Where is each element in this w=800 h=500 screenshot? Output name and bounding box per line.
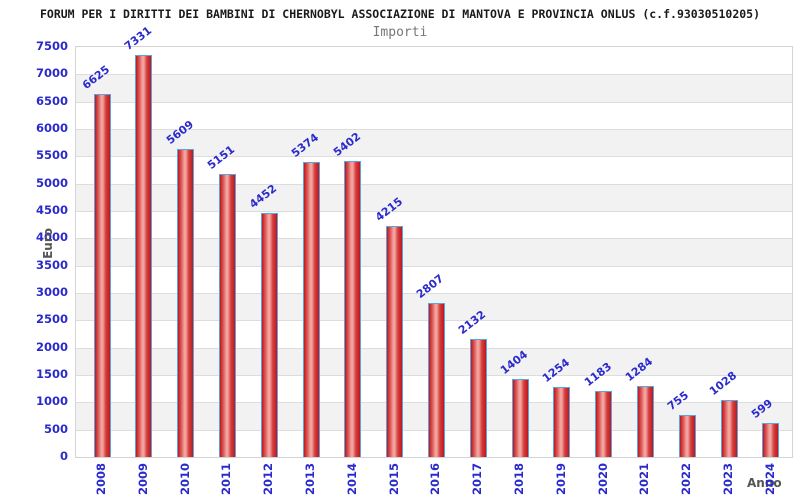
y-tick-label: 5500 — [35, 148, 68, 163]
x-tick-label: 2019 — [553, 463, 568, 496]
plot-band — [76, 47, 792, 75]
x-tick-label: 2010 — [177, 463, 192, 496]
y-tick-label: 6000 — [35, 121, 68, 135]
bar-2019 — [553, 387, 571, 457]
gridline — [76, 101, 792, 103]
y-tick-label: 4000 — [35, 230, 68, 245]
bar-2010 — [177, 149, 195, 457]
plot-band — [76, 129, 792, 157]
gridline — [76, 183, 792, 185]
bar-2020 — [595, 391, 613, 457]
bar-2011 — [218, 174, 236, 457]
plot-band — [76, 265, 792, 293]
bar-2022 — [678, 414, 696, 457]
y-axis-title: Euro — [41, 228, 55, 259]
bar-2014 — [344, 160, 362, 457]
plot-band — [76, 238, 792, 266]
bar-2008 — [93, 93, 111, 457]
bar-2017 — [469, 339, 487, 457]
bar-2024 — [762, 423, 780, 457]
x-tick-label: 2015 — [386, 463, 401, 496]
bar-2015 — [386, 225, 404, 457]
plot-band — [76, 156, 792, 184]
y-tick-label: 1500 — [35, 367, 68, 381]
y-tick-label: 2500 — [35, 312, 68, 327]
x-tick-label: 2016 — [428, 463, 443, 496]
y-tick-label: 7500 — [35, 39, 68, 53]
gridline — [76, 293, 792, 294]
y-tick-label: 6500 — [35, 93, 68, 108]
bar-2023 — [720, 399, 738, 457]
bar-2013 — [302, 162, 320, 457]
x-tick-label: 2023 — [721, 463, 735, 496]
chart-title: FORUM PER I DIRITTI DEI BAMBINI DI CHERN… — [39, 7, 761, 21]
x-tick-label: 2012 — [261, 463, 276, 496]
x-tick-label: 2011 — [219, 463, 234, 496]
gridline — [76, 129, 792, 130]
bar-2009 — [135, 55, 153, 457]
bar-2018 — [511, 379, 529, 457]
gridline — [76, 74, 792, 76]
y-tick-label: 7000 — [35, 66, 68, 81]
gridline — [76, 238, 792, 240]
y-tick-label: 2000 — [35, 339, 68, 354]
plot-band — [76, 101, 792, 129]
y-tick-label: 0 — [59, 449, 68, 463]
gridline — [76, 156, 792, 158]
y-tick-label: 1000 — [35, 394, 68, 409]
y-axis-tick-labels: 0 500 1000 1500 2000 2500 3000 3500 4000 4500 5000… — [0, 39, 68, 463]
x-tick-label: 2008 — [94, 463, 108, 496]
y-tick-label: 500 — [43, 421, 68, 436]
chart-subtitle: Importi — [372, 25, 428, 40]
gridline — [76, 265, 792, 267]
x-tick-label: 2020 — [595, 463, 610, 496]
bar-2012 — [260, 212, 278, 457]
x-tick-label: 2018 — [512, 463, 526, 496]
y-tick-label: 3500 — [35, 257, 68, 272]
plot-band — [76, 74, 792, 102]
y-tick-label: 3000 — [35, 285, 68, 299]
x-tick-label: 2024 — [762, 463, 777, 496]
y-tick-label: 5000 — [35, 175, 68, 190]
bar-2021 — [636, 385, 654, 457]
x-tick-label: 2014 — [344, 463, 359, 496]
plot-band — [76, 211, 792, 239]
bar-2016 — [427, 302, 445, 457]
gridline — [76, 211, 792, 212]
x-tick-label: 2022 — [679, 463, 694, 496]
x-tick-label: 2021 — [637, 463, 652, 496]
x-tick-label: 2009 — [135, 463, 150, 496]
plot-band — [76, 183, 792, 211]
x-tick-label: 2017 — [470, 463, 485, 496]
x-tick-label: 2013 — [303, 463, 317, 496]
y-tick-label: 4500 — [35, 203, 68, 217]
x-axis-title: Anno — [747, 476, 782, 490]
plot-area: 6625 7331 5609 5151 4452 5374 5402 4215 2807 2132… — [75, 24, 793, 458]
